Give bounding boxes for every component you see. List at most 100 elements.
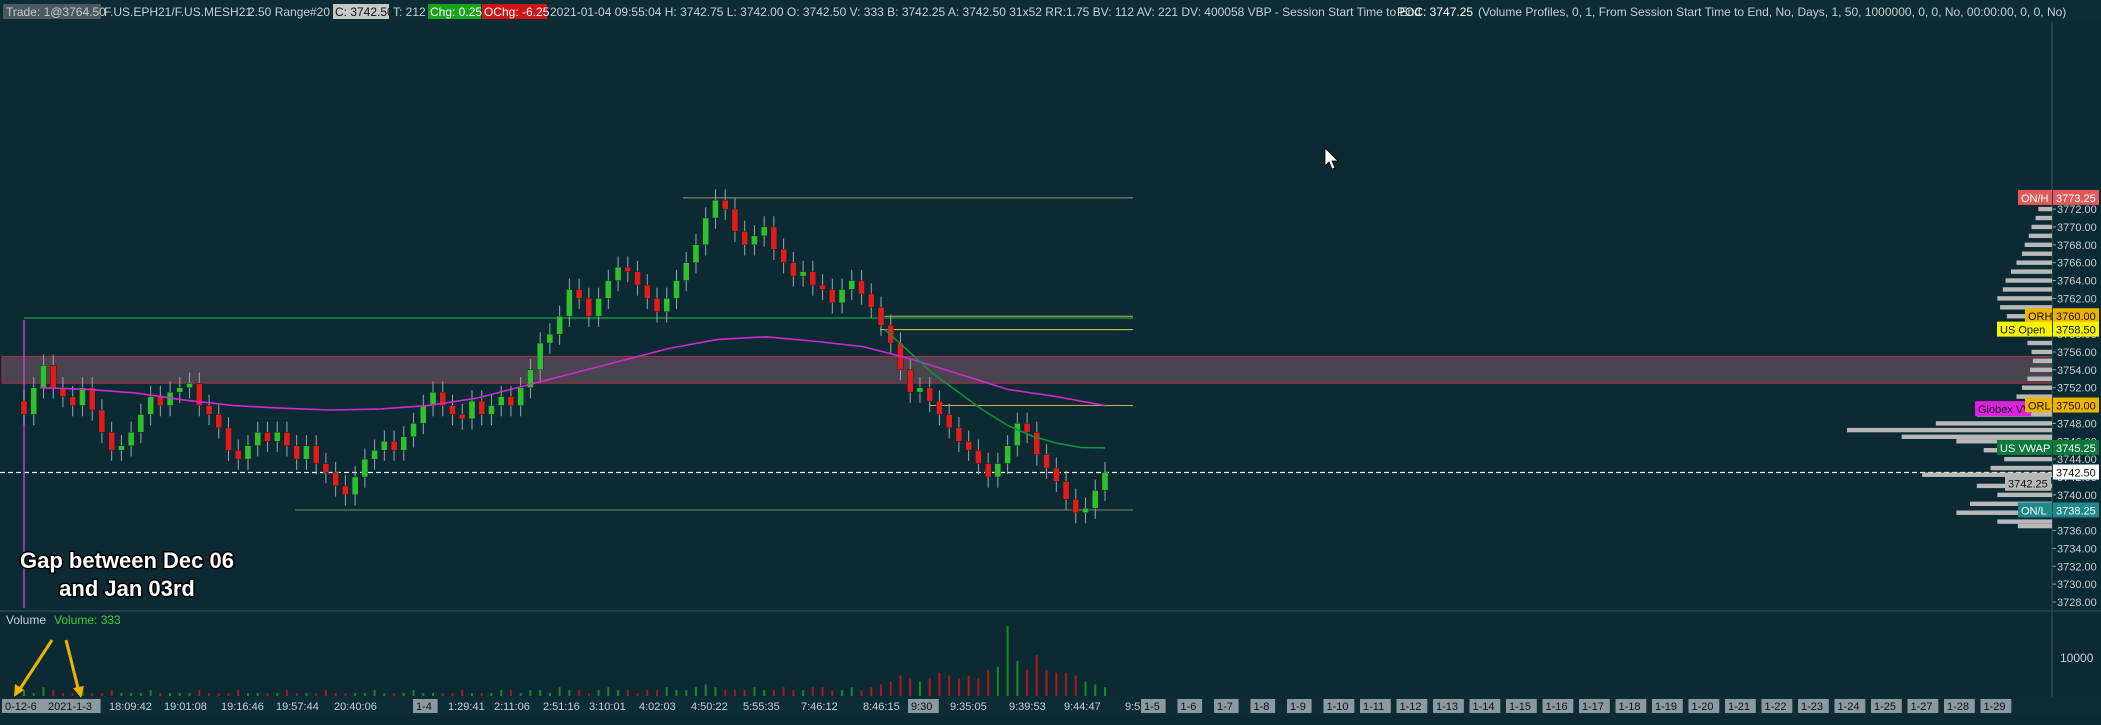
volume-bar	[987, 669, 990, 696]
future-date-bg	[1871, 699, 1902, 713]
candle-body	[176, 387, 184, 393]
candle-body	[780, 249, 787, 263]
candle-body	[79, 387, 86, 406]
volume-bar	[928, 678, 931, 696]
volume-bar	[130, 693, 133, 696]
volume-bar	[110, 690, 113, 696]
volume-bar	[763, 690, 766, 696]
candle-body	[916, 387, 924, 393]
plot-area[interactable]	[0, 189, 2053, 608]
gap-annotation: Gap between Dec 06 and Jan 03rd	[14, 547, 235, 698]
time-label: 2:51:16	[543, 701, 580, 713]
volume-bar	[519, 693, 522, 696]
time-label-bg	[45, 699, 101, 713]
candle-body	[1053, 467, 1060, 482]
candle-body	[235, 449, 242, 460]
candle-body	[536, 342, 544, 371]
candle-body	[566, 289, 573, 317]
future-date-bg	[1579, 699, 1610, 713]
volume-bar	[850, 687, 853, 696]
volume-bar	[714, 687, 717, 696]
candle-body	[244, 445, 252, 460]
volume-bar	[32, 693, 35, 696]
volume-bar	[821, 687, 824, 696]
future-date-bg	[1214, 699, 1239, 713]
volume-bar	[120, 693, 123, 696]
profile-bar	[2030, 367, 2052, 373]
chg-label-bg	[428, 4, 481, 19]
candle-body	[955, 427, 963, 442]
future-date-label: 1-10	[1327, 701, 1349, 713]
price-tick-label: 3730.00	[2057, 579, 2097, 591]
candle-body	[819, 284, 826, 290]
future-date-bg	[1907, 699, 1939, 713]
future-date-bg	[1688, 699, 1720, 713]
annotation-arrowhead-1	[14, 684, 24, 697]
candle-body	[994, 463, 1002, 478]
candle-body	[429, 391, 437, 406]
profile-bar	[1935, 421, 2052, 426]
candle-body	[59, 387, 67, 397]
volume-bar	[373, 690, 376, 696]
close-label: C: 3742.50	[335, 5, 394, 19]
candle-body	[527, 369, 534, 388]
volume-bar	[704, 684, 707, 696]
mouse-cursor-icon	[1324, 147, 1339, 170]
volume-bar	[198, 690, 201, 696]
onh-price-bg	[2053, 189, 2099, 205]
last-price-label: 3742.50	[2056, 468, 2096, 480]
us_open-price-bg	[2053, 321, 2099, 337]
candle-body	[877, 307, 885, 326]
volume-bar	[1094, 684, 1097, 696]
profile-bar	[1922, 472, 2052, 477]
candle-body	[1033, 432, 1041, 455]
candle-body	[40, 365, 47, 388]
price-tick-label: 3740.00	[2057, 490, 2097, 502]
us_vwap-price-bg	[2053, 439, 2099, 455]
onh-price: 3773.25	[2056, 193, 2096, 205]
volume-bar	[305, 693, 308, 696]
candle-body	[575, 289, 583, 299]
annotation-arrow-2	[64, 639, 81, 693]
future-date-bg	[1798, 699, 1829, 713]
us_open-price: 3758.50	[2056, 325, 2096, 337]
volume-bar	[1074, 675, 1077, 696]
candle-body	[1082, 508, 1089, 513]
candle-body	[108, 432, 115, 451]
candle-body	[157, 396, 164, 406]
profile-bar	[1970, 501, 2052, 506]
future-date-bg	[1433, 699, 1464, 713]
candle-body	[663, 298, 670, 312]
candle-body	[322, 463, 330, 473]
profile-bar	[2016, 260, 2052, 265]
candle-body	[653, 298, 661, 312]
candle-body	[264, 432, 271, 442]
annotation-arrow-1	[16, 639, 54, 693]
candle-body	[731, 208, 739, 232]
volume-bar	[1045, 669, 1048, 696]
volume-bar	[889, 681, 892, 696]
price-tick-label: 3766.00	[2057, 258, 2097, 270]
volume-bar	[909, 678, 912, 696]
volume-bar	[733, 690, 736, 696]
candle-body	[721, 199, 729, 210]
volume-bar	[256, 693, 259, 696]
time-label-bg	[413, 699, 438, 713]
volume-bar	[1055, 672, 1058, 696]
time-label: 9:30	[911, 701, 932, 713]
candle-body	[205, 405, 213, 415]
time-label: 19:16:46	[221, 701, 264, 713]
orh-price: 3760.00	[2056, 311, 2096, 323]
candle-body	[546, 333, 554, 344]
candle-body	[351, 476, 359, 496]
profile-bar	[2038, 206, 2052, 212]
volume-bar	[607, 687, 610, 696]
candle-body	[848, 280, 856, 290]
candle-body	[488, 405, 495, 415]
volume-bar	[578, 690, 581, 696]
volume-bar	[52, 690, 55, 696]
volume-bar	[1026, 669, 1029, 696]
candle-body	[829, 289, 836, 304]
future-date-label: 1-5	[1144, 701, 1160, 713]
